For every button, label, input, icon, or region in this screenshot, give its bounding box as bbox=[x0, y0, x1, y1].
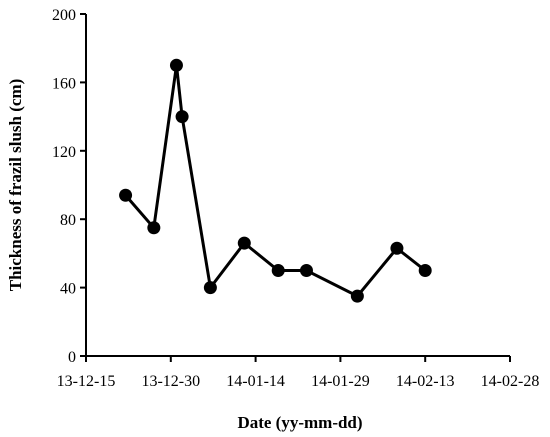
data-point bbox=[169, 58, 183, 72]
x-tick-label: 14-01-14 bbox=[226, 373, 285, 390]
y-tick-label: 0 bbox=[68, 349, 76, 366]
y-axis-ticks: 0 40 80 120 160 200 bbox=[52, 7, 86, 366]
data-point bbox=[271, 264, 285, 277]
data-point bbox=[299, 264, 313, 277]
data-point bbox=[390, 241, 404, 255]
series-line bbox=[124, 65, 427, 298]
data-point bbox=[203, 281, 217, 295]
x-tick-label: 13-12-15 bbox=[57, 373, 116, 390]
data-point bbox=[175, 110, 189, 124]
y-axis-title: Thickness of frazil slush (cm) bbox=[6, 79, 25, 292]
data-point bbox=[119, 188, 133, 202]
x-tick-label: 14-02-28 bbox=[481, 373, 540, 390]
x-tick-label: 14-02-13 bbox=[396, 373, 455, 390]
y-tick-label: 40 bbox=[60, 281, 76, 298]
y-tick-label: 80 bbox=[60, 212, 76, 229]
data-point bbox=[147, 221, 161, 235]
y-tick-label: 200 bbox=[52, 7, 76, 24]
data-point bbox=[237, 236, 251, 250]
x-axis-ticks: 13-12-15 13-12-30 14-01-14 14-01-29 14-02-13… bbox=[57, 356, 540, 390]
y-tick-label: 160 bbox=[52, 75, 76, 92]
series-group bbox=[119, 58, 432, 303]
y-tick-label: 120 bbox=[52, 144, 76, 161]
x-tick-label: 14-01-29 bbox=[311, 373, 370, 390]
data-point bbox=[418, 264, 432, 277]
x-axis-title: Date (yy-mm-dd) bbox=[237, 413, 362, 432]
x-tick-label: 13-12-30 bbox=[141, 373, 200, 390]
data-point bbox=[350, 289, 364, 303]
